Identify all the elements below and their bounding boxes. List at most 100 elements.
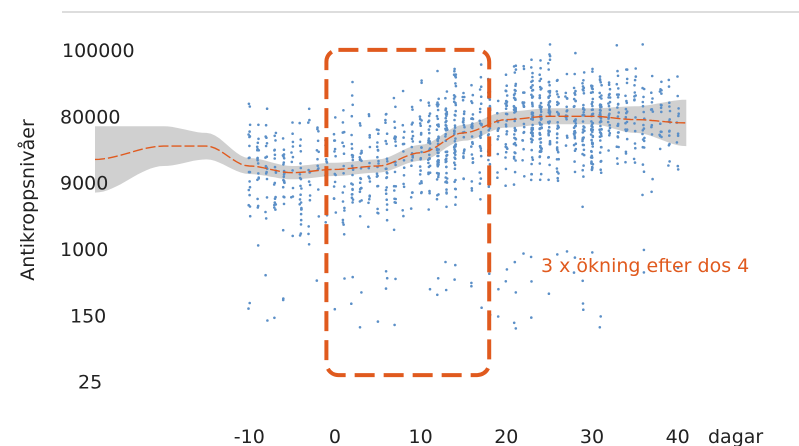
scatter-point	[462, 135, 466, 139]
scatter-point	[675, 141, 679, 144]
scatter-point	[291, 169, 294, 172]
scatter-point	[591, 134, 595, 138]
scatter-point	[583, 129, 586, 133]
scatter-point	[589, 133, 593, 136]
scatter-point	[642, 139, 646, 143]
scatter-point	[478, 119, 482, 123]
scatter-point	[539, 110, 543, 114]
scatter-point	[581, 143, 585, 147]
scatter-point	[298, 203, 302, 206]
scatter-point	[599, 159, 603, 163]
scatter-point	[512, 96, 516, 100]
scatter-point	[496, 171, 499, 174]
scatter-point	[496, 99, 500, 103]
scatter-point	[651, 110, 655, 113]
scatter-point	[513, 71, 517, 74]
scatter-point	[273, 165, 277, 169]
scatter-point	[538, 155, 541, 159]
scatter-point	[531, 95, 534, 99]
scatter-point	[479, 149, 483, 152]
scatter-point	[615, 82, 619, 86]
scatter-point	[350, 142, 354, 146]
scatter-point	[385, 171, 389, 174]
scatter-point	[513, 170, 517, 174]
scatter-point	[512, 142, 516, 146]
scatter-point	[247, 307, 250, 310]
scatter-point	[394, 140, 397, 143]
scatter-point	[582, 92, 586, 95]
scatter-point	[264, 217, 268, 220]
scatter-point	[538, 104, 542, 107]
scatter-point	[358, 190, 362, 194]
scatter-point	[273, 181, 277, 185]
scatter-point	[513, 151, 516, 154]
scatter-point	[368, 197, 371, 201]
scatter-point	[437, 175, 440, 179]
scatter-point	[676, 94, 679, 98]
scatter-point	[504, 107, 508, 110]
x-tick-label: 40	[666, 426, 690, 446]
scatter-point	[548, 100, 552, 103]
scatter-point	[420, 191, 423, 195]
scatter-point	[394, 185, 398, 188]
scatter-point	[299, 232, 303, 235]
scatter-point	[530, 156, 534, 159]
scatter-point	[385, 198, 389, 201]
scatter-point	[505, 104, 509, 108]
scatter-point	[453, 132, 456, 136]
scatter-point	[384, 118, 387, 122]
scatter-point	[539, 113, 543, 117]
scatter-point	[351, 187, 354, 191]
scatter-point	[333, 180, 337, 184]
scatter-point	[574, 99, 577, 103]
scatter-point	[453, 148, 457, 152]
scatter-point	[358, 156, 362, 159]
scatter-point	[368, 180, 372, 183]
scatter-point	[341, 131, 345, 134]
scatter-point	[350, 302, 353, 306]
scatter-point	[401, 123, 405, 127]
scatter-point	[334, 154, 337, 158]
scatter-point	[427, 172, 430, 176]
scatter-point	[437, 148, 441, 151]
scatter-point	[418, 173, 422, 176]
scatter-point	[445, 119, 448, 123]
scatter-point	[641, 86, 644, 90]
scatter-point	[427, 114, 431, 118]
scatter-point	[556, 127, 559, 130]
scatter-point	[435, 171, 439, 175]
scatter-point	[505, 130, 509, 133]
scatter-point	[633, 129, 637, 133]
scatter-point	[265, 142, 269, 145]
scatter-point	[470, 117, 473, 120]
scatter-point	[548, 58, 552, 61]
scatter-point	[641, 193, 644, 197]
scatter-point	[444, 123, 448, 127]
scatter-point	[265, 136, 268, 139]
scatter-point	[283, 181, 286, 185]
scatter-point	[547, 62, 550, 65]
scatter-point	[479, 102, 483, 105]
scatter-point	[410, 137, 414, 140]
scatter-point	[385, 186, 389, 189]
scatter-point	[555, 90, 559, 93]
scatter-point	[453, 126, 457, 129]
scatter-point	[377, 159, 380, 163]
scatter-point	[565, 250, 569, 253]
scatter-point	[410, 145, 414, 149]
scatter-point	[650, 101, 654, 104]
scatter-point	[598, 128, 601, 131]
scatter-point	[616, 103, 620, 106]
scatter-point	[582, 103, 585, 107]
scatter-point	[394, 277, 397, 281]
x-axis-title: dagar	[708, 426, 763, 446]
scatter-point	[642, 146, 646, 149]
scatter-point	[351, 158, 355, 162]
scatter-point	[479, 95, 483, 98]
scatter-point	[505, 268, 509, 271]
scatter-point	[248, 185, 252, 189]
scatter-point	[504, 112, 508, 116]
scatter-point	[514, 68, 518, 71]
scatter-point	[659, 122, 662, 125]
scatter-point	[574, 89, 577, 93]
